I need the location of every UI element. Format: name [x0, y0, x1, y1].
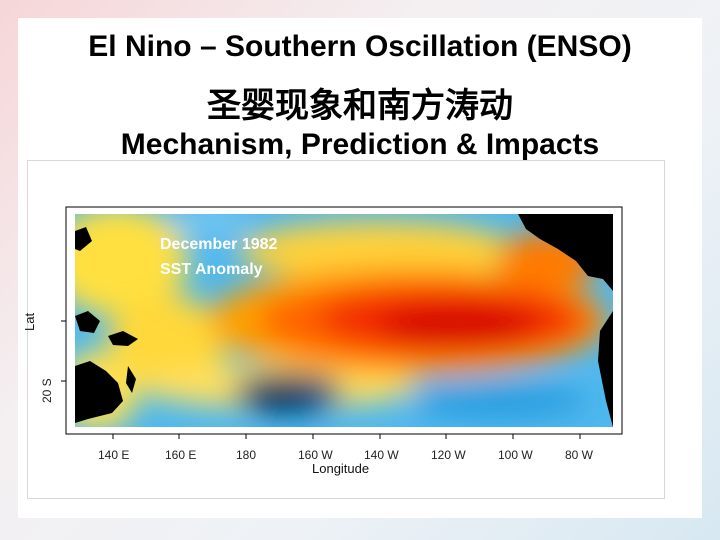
- x-tick-label: 160 E: [165, 448, 197, 462]
- x-tick-label: 180: [236, 448, 257, 462]
- annotation-variable: SST Anomaly: [160, 261, 263, 278]
- sst-anomaly-map: [61, 206, 623, 439]
- title-line-2-chinese: 圣婴现象和南方涛动: [207, 86, 513, 126]
- title-line-3: Mechanism, Prediction & Impacts: [120, 128, 600, 161]
- x-tick-label: 140 W: [364, 448, 399, 462]
- y-axis-title: Lat: [22, 312, 37, 331]
- x-tick-label: 140 E: [98, 448, 130, 462]
- land-masses: [75, 214, 613, 427]
- sst-field: [75, 214, 613, 427]
- figure-frame: December 1982 SST Anomaly 140 E 160 E 18…: [22, 160, 665, 499]
- x-tick-label: 160 W: [298, 448, 333, 462]
- x-tick-label: 100 W: [498, 448, 533, 462]
- y-tick-label: 20 S: [40, 378, 54, 403]
- axis-ticks: [61, 320, 581, 439]
- x-tick-label: 80 W: [565, 448, 594, 462]
- annotation-date: December 1982: [160, 236, 278, 253]
- x-tick-label: 120 W: [431, 448, 466, 462]
- title-line-1: El Nino – Southern Oscillation (ENSO): [88, 30, 632, 63]
- x-axis-title: Longitude: [312, 461, 370, 476]
